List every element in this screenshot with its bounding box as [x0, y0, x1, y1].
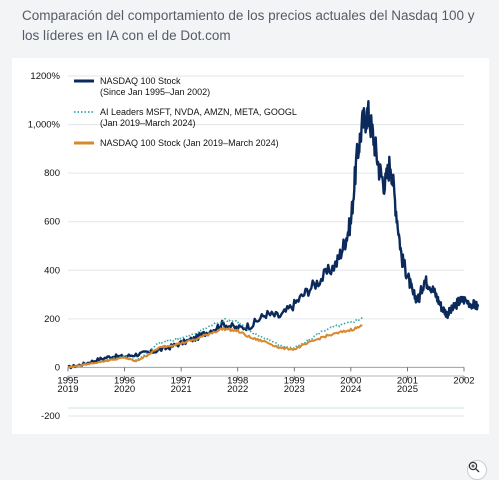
x-bottom-tick-label: 2021 — [171, 384, 192, 395]
x-top-tick-label: 2002 — [453, 375, 474, 386]
x-top-tick-label: 1998 — [227, 375, 248, 386]
y-tick-label: 600 — [44, 217, 60, 228]
legend: NASDAQ 100 Stock(Since Jan 1995–Jan 2002… — [74, 76, 297, 148]
legend-label: AI Leaders MSFT, NVDA, AMZN, META, GOOGL — [100, 107, 297, 117]
page-title: Comparación del comportamiento de los pr… — [22, 8, 475, 43]
x-bottom-tick-label: 2025 — [397, 384, 418, 395]
x-bottom-tick-label: 2023 — [284, 384, 305, 395]
legend-label: NASDAQ 100 Stock (Jan 2019–March 2024) — [100, 138, 279, 148]
y-tick-label: 400 — [44, 265, 60, 276]
y-tick-label: 1,000% — [28, 120, 61, 131]
y-tick-label: 1200% — [30, 71, 60, 82]
legend-label: (Since Jan 1995–Jan 2002) — [100, 87, 210, 97]
y-tick-label: 0 — [55, 362, 60, 373]
x-top-tick-label: 1995 — [57, 375, 78, 386]
x-bottom-tick-label: 2020 — [114, 384, 135, 395]
series-line — [67, 324, 363, 369]
x-bottom-tick-label: 2019 — [57, 384, 78, 395]
x-top-tick-label: 1996 — [114, 375, 135, 386]
legend-label: (Jan 2019–March 2024) — [100, 118, 196, 128]
x-top-tick-label: 1999 — [284, 375, 305, 386]
zoom-button[interactable] — [467, 460, 487, 480]
x-top-tick-label: 1997 — [171, 375, 192, 386]
y-tick-label: 800 — [44, 168, 60, 179]
legend-label: NASDAQ 100 Stock — [100, 76, 181, 86]
chart-card: 1200% 1,000% 800 600 400 200 0 -200 1995 1996 1997… — [12, 58, 489, 480]
zoom-in-icon — [468, 461, 480, 473]
x-top-tick-label: 2000 — [340, 375, 361, 386]
y-tick-label: -200 — [41, 411, 60, 422]
y-tick-label: 200 — [44, 314, 60, 325]
series-line — [67, 100, 480, 370]
series-lines — [67, 100, 480, 370]
x-bottom-tick-label: 2022 — [227, 384, 248, 395]
x-bottom-tick-label: 2024 — [340, 384, 361, 395]
x-top-tick-label: 2001 — [397, 375, 418, 386]
